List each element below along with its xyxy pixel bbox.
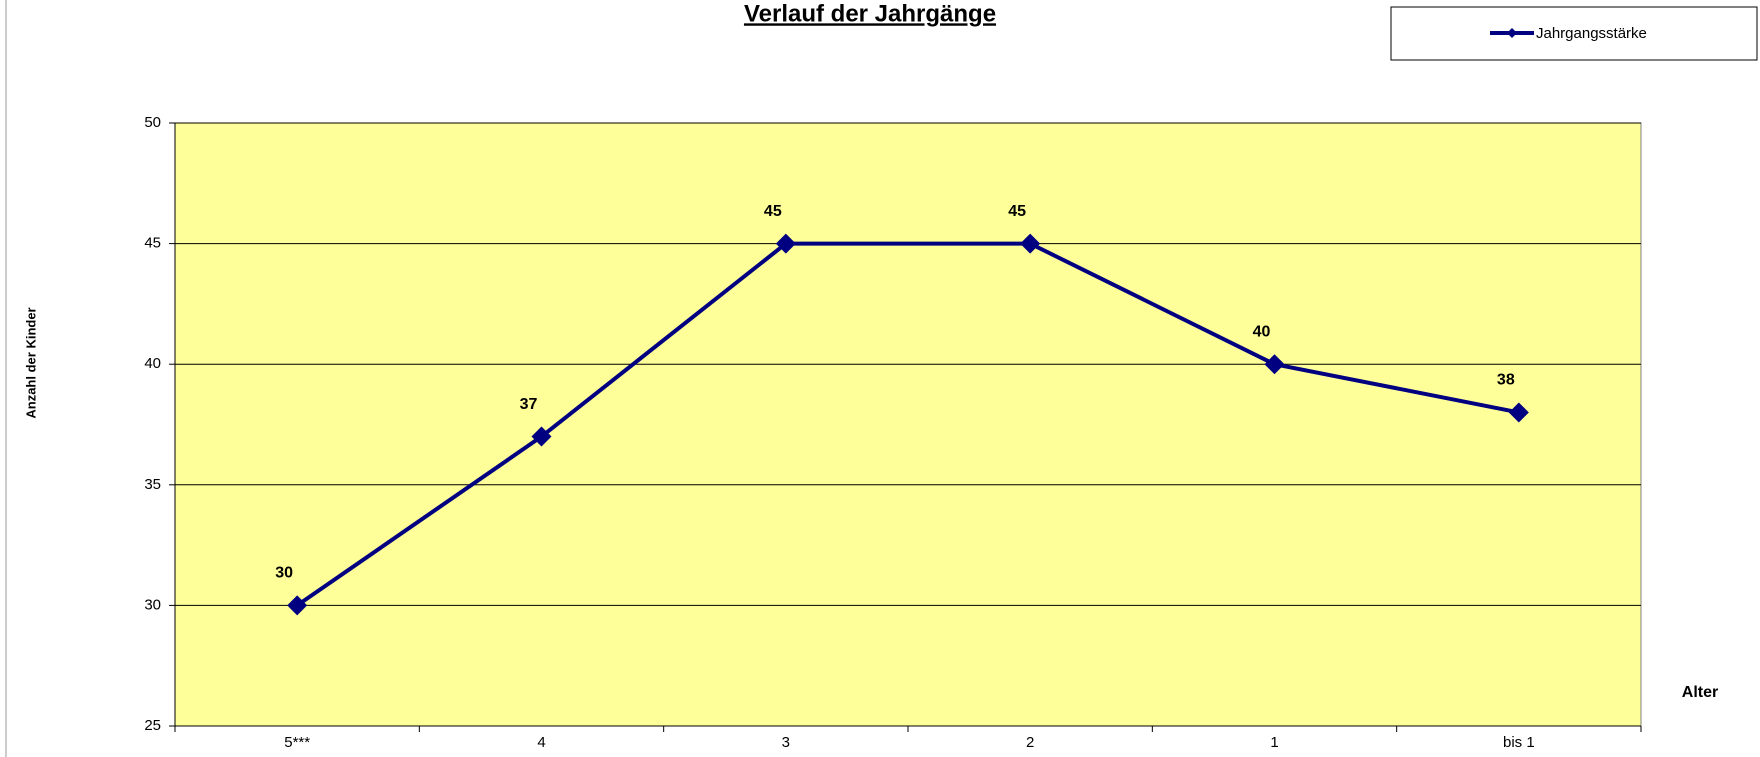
x-tick-label: 3: [782, 734, 790, 751]
data-label: 40: [1253, 323, 1271, 340]
y-tick-label: 45: [144, 235, 161, 252]
y-tick-label: 50: [144, 114, 161, 131]
x-axis-label: Alter: [1682, 684, 1718, 701]
data-label: 37: [520, 396, 538, 413]
data-point: [1020, 233, 1041, 254]
y-tick-label: 40: [144, 355, 161, 372]
x-tick-label: 5***: [284, 734, 310, 751]
data-point: [775, 233, 796, 254]
x-tick-label: 4: [537, 734, 545, 751]
data-label: 45: [764, 203, 782, 220]
data-label: 30: [275, 565, 293, 582]
legend: [1390, 6, 1758, 61]
plot-area: [174, 122, 1642, 727]
data-line: [296, 241, 1520, 608]
x-tick-label: bis 1: [1503, 734, 1535, 751]
y-axis-label: Anzahl der Kinder: [23, 307, 38, 418]
x-tick-label: 1: [1270, 734, 1278, 751]
legend-label: Jahrgangsstärke: [1536, 25, 1647, 42]
data-point: [287, 595, 308, 616]
y-tick-label: 25: [144, 717, 161, 734]
data-label: 38: [1497, 372, 1515, 389]
y-tick-label: 35: [144, 476, 161, 493]
data-point: [1264, 354, 1285, 375]
data-point: [1508, 402, 1529, 423]
data-label: 45: [1008, 203, 1026, 220]
y-tick-label: 30: [144, 596, 161, 613]
x-tick-label: 2: [1026, 734, 1034, 751]
data-point: [531, 426, 552, 447]
chart-title: Verlauf der Jahrgänge: [744, 0, 996, 27]
legend-marker: [1507, 28, 1517, 38]
